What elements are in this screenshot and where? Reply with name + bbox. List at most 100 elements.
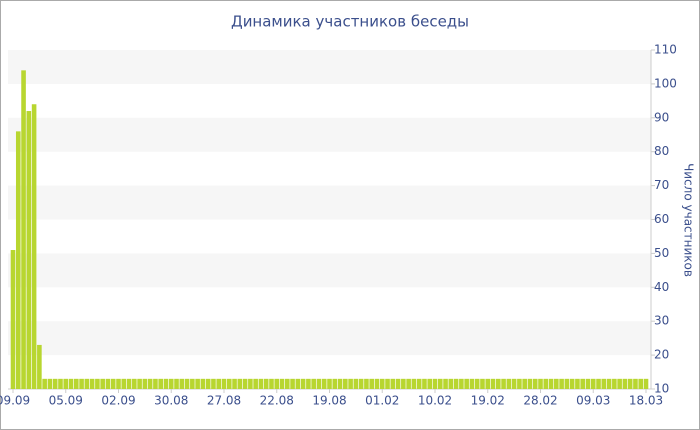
bar (306, 378, 311, 389)
bar (205, 378, 211, 389)
x-tick-label: 01.02 (365, 394, 399, 408)
bar (622, 378, 628, 389)
x-tick-label: 05.09 (49, 394, 83, 408)
bar (216, 378, 222, 389)
bar (554, 378, 559, 389)
bar (496, 378, 501, 389)
y-tick-label: 40 (654, 280, 669, 294)
bar (248, 378, 253, 389)
bar (369, 378, 374, 389)
bar (343, 378, 348, 389)
bar (601, 378, 607, 389)
x-tick-label: 10.02 (418, 394, 452, 408)
bar (263, 378, 269, 389)
bar (258, 378, 264, 389)
bar (269, 378, 274, 389)
bar (226, 378, 232, 389)
bar (353, 378, 359, 389)
bar (26, 111, 32, 390)
x-tick-label: 27.08 (207, 394, 241, 408)
bar (221, 378, 227, 389)
bar (311, 378, 316, 389)
bar (559, 378, 564, 389)
y-tick-label: 70 (654, 178, 669, 192)
bar (627, 378, 633, 389)
grid-band (8, 50, 651, 84)
bar (121, 378, 127, 389)
bar (95, 378, 100, 389)
bar (253, 378, 258, 389)
bar (321, 378, 327, 389)
bar (612, 378, 617, 389)
grid-band (8, 321, 651, 356)
y-tick-label: 110 (654, 43, 677, 57)
x-tick-label: 18.03 (629, 394, 663, 408)
x-tick-label: 09.03 (576, 394, 610, 408)
bar (10, 250, 16, 389)
bar (590, 378, 596, 389)
bar (480, 378, 485, 389)
bar (184, 378, 190, 389)
bar (395, 378, 401, 389)
y-tick-label: 50 (654, 246, 669, 260)
bar (168, 378, 174, 389)
bar (100, 378, 105, 389)
bar (596, 378, 601, 389)
bar (316, 378, 322, 389)
bar (469, 378, 475, 389)
bar (432, 378, 438, 389)
bar (274, 378, 280, 389)
y-axis-label: Число участников (682, 163, 696, 277)
bar (474, 378, 480, 389)
bar (327, 378, 332, 389)
bar (47, 378, 53, 389)
bar (200, 378, 206, 389)
bar (358, 378, 364, 389)
bar (147, 378, 153, 389)
bar (132, 378, 137, 389)
bar (279, 378, 285, 389)
bar (517, 378, 522, 389)
bar (163, 378, 169, 389)
x-tick-label: 19.02 (471, 394, 505, 408)
bar (385, 378, 390, 389)
bar (416, 378, 422, 389)
bar (153, 378, 158, 389)
bar (390, 378, 396, 389)
bar (79, 378, 84, 389)
bar (643, 378, 649, 389)
bar (348, 378, 353, 389)
bar (543, 378, 549, 389)
bar (89, 378, 95, 389)
bar (285, 378, 290, 389)
bar (522, 378, 527, 389)
bar (52, 378, 58, 389)
y-tick-label: 30 (654, 314, 669, 328)
bar (464, 378, 469, 389)
bar (15, 131, 21, 390)
bar (295, 378, 301, 389)
bar (58, 378, 63, 389)
bar (564, 378, 570, 389)
bar (84, 378, 90, 389)
bar (437, 378, 443, 389)
bar (511, 378, 517, 389)
bar (538, 378, 543, 389)
bar (126, 378, 132, 389)
x-tick-label: 28.02 (523, 394, 557, 408)
bar (422, 378, 427, 389)
bar (580, 378, 585, 389)
bar (105, 378, 111, 389)
x-tick-label: 09.09 (0, 394, 30, 408)
bar (506, 378, 512, 389)
bar (74, 378, 79, 389)
bar (31, 104, 37, 390)
bar (300, 378, 306, 389)
bar (411, 378, 417, 389)
bar (548, 378, 554, 389)
bar (527, 378, 533, 389)
x-tick-label: 02.09 (101, 394, 135, 408)
bar (575, 378, 580, 389)
x-tick-label: 19.08 (312, 394, 346, 408)
bar (179, 378, 185, 389)
